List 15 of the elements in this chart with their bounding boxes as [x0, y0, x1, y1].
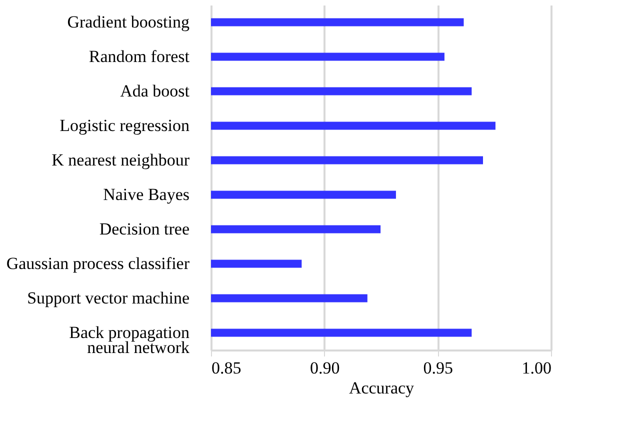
- y-tick-label: Support vector machine: [27, 288, 190, 308]
- x-tick-label: 1.00: [522, 358, 552, 378]
- y-tick-label: Random forest: [88, 46, 190, 66]
- y-tick-label: K nearest neighbour: [52, 150, 190, 170]
- x-tick-label: 0.90: [310, 358, 340, 378]
- x-axis-title: Accuracy: [348, 378, 415, 398]
- y-tick-label: Ada boost: [120, 81, 190, 100]
- y-tick-label: Logistic regression: [60, 116, 190, 135]
- y-tick-label: Back propagation neural network: [69, 322, 190, 357]
- x-tick-label: 0.95: [423, 358, 454, 378]
- x-tick-label: 0.85: [212, 358, 242, 378]
- y-tick-label: Gaussian process classifier: [6, 254, 190, 273]
- y-tick-label: Naive Bayes: [103, 184, 190, 204]
- y-tick-label: Decision tree: [99, 219, 190, 238]
- y-tick-label: Gradient boosting: [67, 12, 190, 32]
